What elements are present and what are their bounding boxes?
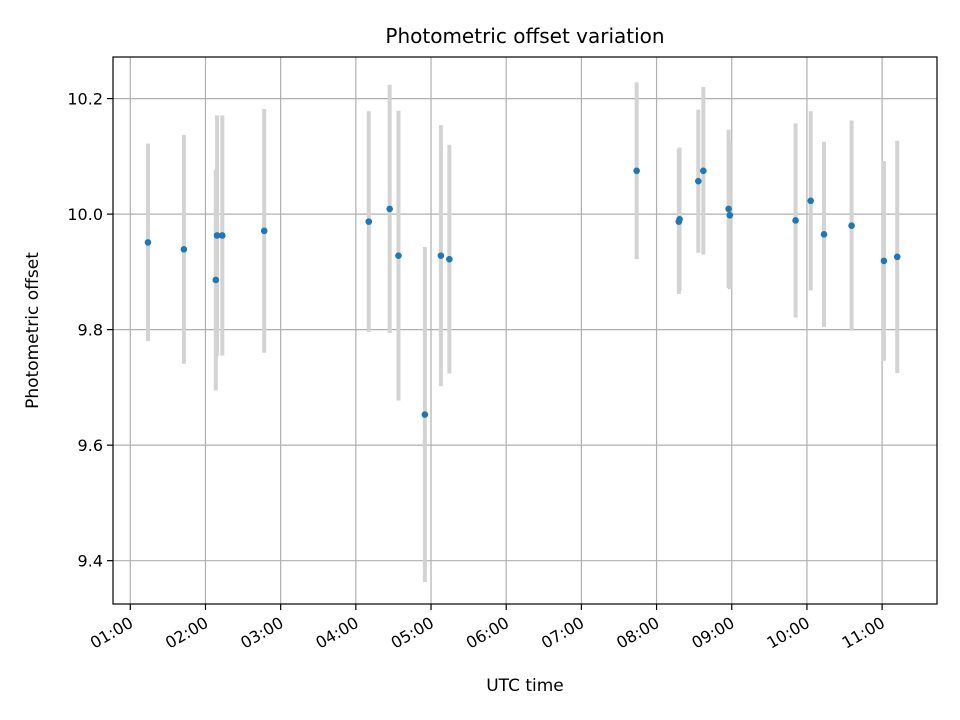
x-tick-label: 06:00 xyxy=(463,613,512,653)
x-tick-label: 10:00 xyxy=(764,613,813,653)
data-point xyxy=(386,205,393,213)
chart-title: Photometric offset variation xyxy=(385,24,664,48)
data-point xyxy=(219,232,226,239)
y-axis-label: Photometric offset xyxy=(23,252,43,409)
data-point xyxy=(633,167,640,175)
data-point xyxy=(848,222,855,229)
data-point xyxy=(700,167,707,175)
y-tick-label: 9.4 xyxy=(78,552,103,571)
x-tick-label: 03:00 xyxy=(237,613,286,653)
data-point xyxy=(395,252,402,259)
data-point xyxy=(365,218,373,225)
data-point xyxy=(446,255,453,263)
data-point xyxy=(807,197,814,205)
grid-lines xyxy=(113,57,937,604)
data-point xyxy=(437,252,445,259)
data-point xyxy=(180,246,188,253)
data-points xyxy=(144,167,901,418)
x-tick-label: 07:00 xyxy=(538,613,587,653)
data-point xyxy=(725,205,732,213)
data-point xyxy=(893,253,901,261)
x-tick-label: 08:00 xyxy=(613,613,662,653)
y-axis-ticks: 9.4 9.6 9.8 10.0 10.2 xyxy=(67,90,113,571)
y-tick-label: 10.2 xyxy=(67,90,103,109)
x-tick-label: 02:00 xyxy=(162,613,211,653)
y-tick-label: 9.6 xyxy=(78,436,103,455)
data-point xyxy=(144,239,152,246)
x-axis-label: UTC time xyxy=(486,676,564,696)
data-point xyxy=(213,232,221,239)
x-tick-label: 11:00 xyxy=(839,613,888,653)
y-tick-label: 10.0 xyxy=(67,205,103,224)
data-point xyxy=(694,177,702,185)
plot-area-frame xyxy=(112,56,938,605)
data-point xyxy=(792,217,799,224)
data-point xyxy=(820,231,828,238)
x-tick-label: 09:00 xyxy=(688,613,737,653)
x-tick-label: 04:00 xyxy=(312,613,361,653)
data-point xyxy=(212,276,220,284)
data-point xyxy=(676,216,683,223)
y-tick-label: 9.8 xyxy=(78,321,103,340)
error-bars xyxy=(145,82,900,583)
x-tick-label: 01:00 xyxy=(87,613,136,653)
data-point xyxy=(726,211,734,219)
x-axis-ticks: 01:00 02:00 03:00 04:00 05:00 06:00 07:00 08:00… xyxy=(87,604,888,653)
data-point xyxy=(421,411,429,418)
data-point xyxy=(260,227,268,235)
data-point xyxy=(880,257,888,265)
x-tick-label: 05:00 xyxy=(388,613,437,653)
